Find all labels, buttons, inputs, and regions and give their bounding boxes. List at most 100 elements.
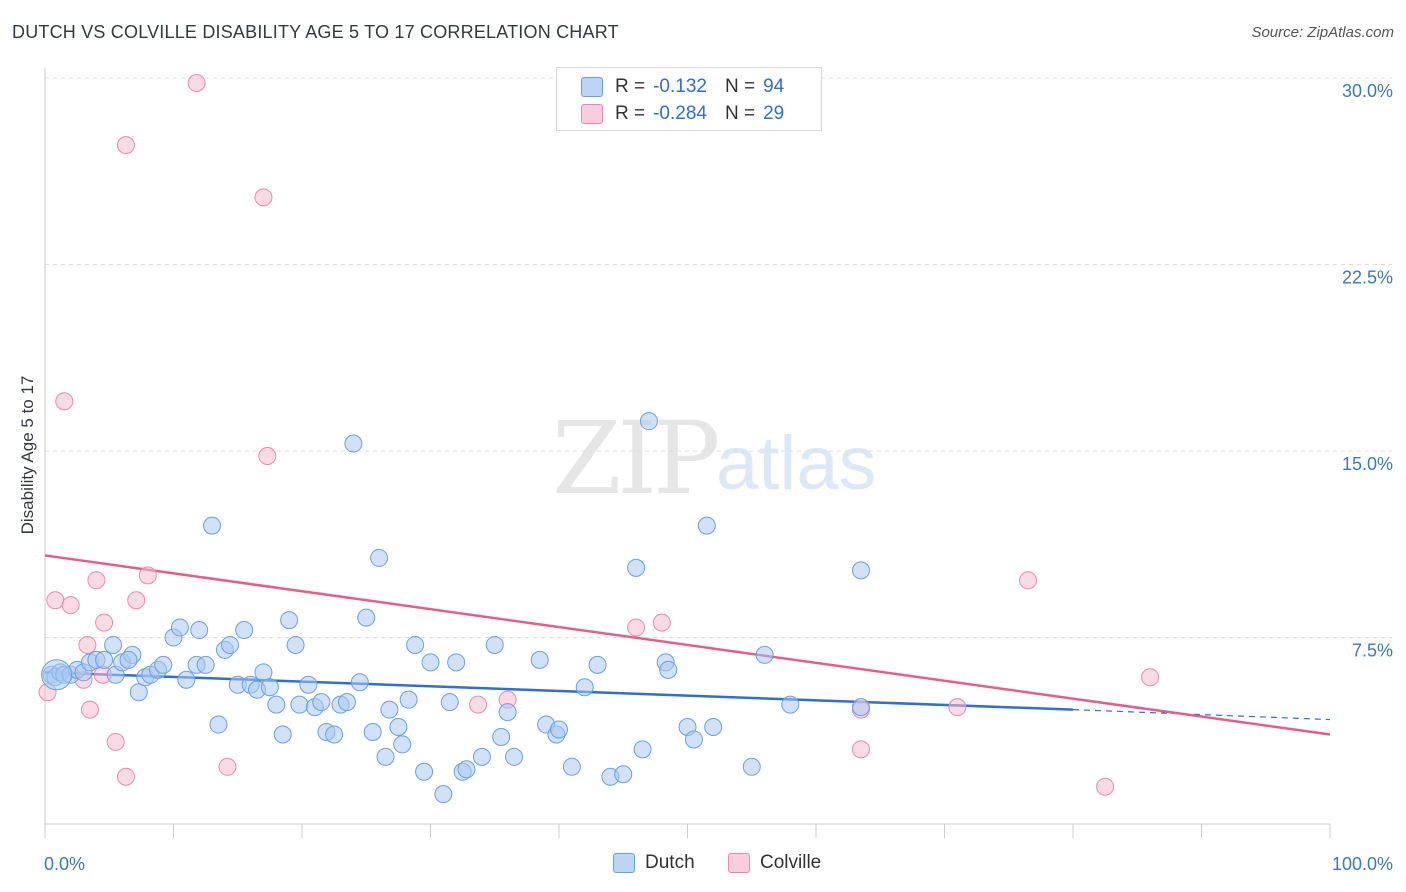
colville-point bbox=[851, 740, 870, 759]
dutch-point bbox=[177, 670, 196, 689]
dutch-point bbox=[550, 720, 568, 739]
dutch-point bbox=[260, 678, 279, 697]
dutch-point bbox=[363, 722, 382, 741]
dutch-point bbox=[755, 645, 774, 664]
dutch-point bbox=[129, 683, 148, 702]
dutch-point bbox=[575, 678, 594, 697]
y-tick-label: 7.5% bbox=[1352, 641, 1393, 661]
dutch-point bbox=[472, 747, 491, 766]
dutch-point bbox=[267, 695, 286, 714]
dutch-point bbox=[399, 690, 418, 709]
dutch-point bbox=[104, 635, 123, 654]
n-label: N = bbox=[724, 103, 756, 124]
y-tick-label: 15.0% bbox=[1342, 454, 1393, 474]
colville-point bbox=[116, 767, 135, 786]
dutch-point bbox=[190, 621, 209, 640]
colville-point bbox=[254, 188, 273, 207]
dutch-point bbox=[697, 516, 716, 535]
colville-point bbox=[116, 136, 135, 155]
dutch-point bbox=[633, 740, 652, 759]
colville-point bbox=[46, 591, 65, 610]
colville-point bbox=[218, 757, 237, 776]
dutch-point bbox=[286, 635, 305, 654]
dutch-point bbox=[290, 695, 309, 714]
dutch-point bbox=[492, 727, 511, 746]
colville-point bbox=[127, 591, 146, 610]
dutch-swatch bbox=[581, 77, 603, 97]
dutch-point bbox=[154, 655, 173, 674]
dutch-point bbox=[344, 434, 363, 453]
dutch-point bbox=[415, 762, 434, 781]
dutch-point bbox=[376, 747, 395, 766]
y-tick-label: 22.5% bbox=[1342, 268, 1393, 288]
correlation-legend: R = -0.132 N = 94 R = -0.284 N = 29 bbox=[556, 67, 822, 131]
dutch-point bbox=[434, 785, 453, 804]
dutch-point bbox=[389, 718, 408, 737]
dutch-point bbox=[235, 621, 254, 640]
x-tick-label: 0.0% bbox=[44, 854, 85, 874]
dutch-point bbox=[312, 693, 331, 712]
chart-title: DUTCH VS COLVILLE DISABILITY AGE 5 TO 17… bbox=[12, 22, 619, 42]
dutch-point bbox=[742, 757, 761, 776]
dutch-point bbox=[209, 715, 228, 734]
dutch-point bbox=[851, 698, 870, 717]
dutch-point bbox=[280, 611, 299, 630]
y-tick-label: 30.0% bbox=[1342, 81, 1393, 101]
dutch-point bbox=[530, 650, 549, 669]
dutch-point bbox=[221, 635, 240, 654]
dutch-point bbox=[588, 655, 607, 674]
dutch-point bbox=[41, 659, 73, 691]
dutch-point bbox=[170, 618, 189, 637]
x-tick-label: 100.0% bbox=[1332, 854, 1393, 874]
dutch-point bbox=[704, 718, 723, 737]
colville-point bbox=[1019, 571, 1038, 590]
legend-row-colville: R = -0.284 N = 29 bbox=[581, 101, 784, 127]
dutch-point bbox=[614, 765, 633, 784]
dutch-point bbox=[95, 650, 114, 669]
r-label: R = bbox=[615, 76, 646, 97]
bottom-legend-label: Dutch bbox=[645, 852, 695, 873]
colville-point bbox=[469, 695, 488, 714]
dutch-point bbox=[357, 608, 376, 627]
dutch-point bbox=[639, 412, 658, 431]
dutch-point bbox=[254, 663, 273, 682]
colville-point bbox=[652, 613, 671, 632]
colville-point bbox=[138, 566, 157, 585]
trend-lines bbox=[44, 554, 1331, 736]
colville-point bbox=[61, 596, 80, 615]
bottom-legend-label: Colville bbox=[760, 852, 822, 873]
dutch-point bbox=[393, 735, 412, 754]
colville-point bbox=[87, 571, 106, 590]
n-label: N = bbox=[724, 76, 756, 97]
dutch-point bbox=[421, 653, 440, 672]
colville-point bbox=[1141, 668, 1160, 687]
dutch-point bbox=[380, 700, 399, 719]
watermark-zip: ZIP bbox=[552, 400, 720, 517]
dutch-point bbox=[299, 675, 318, 694]
n-value: 94 bbox=[763, 76, 785, 97]
source-credit: Source: ZipAtlas.com bbox=[1251, 24, 1394, 41]
dutch-point bbox=[337, 693, 356, 712]
dutch-point bbox=[370, 548, 389, 567]
dutch-point bbox=[119, 650, 138, 669]
dutch-point bbox=[851, 561, 870, 580]
dutch-point bbox=[627, 558, 646, 577]
dutch-point bbox=[447, 653, 466, 672]
colville-swatch bbox=[728, 853, 750, 873]
x-tick-labels: 0.0% 100.0% bbox=[44, 854, 1393, 874]
colville-point bbox=[627, 618, 646, 637]
colville-trend-line bbox=[44, 554, 1331, 736]
dutch-point bbox=[781, 695, 800, 714]
dutch-point bbox=[203, 516, 222, 535]
dutch-trend-line bbox=[44, 671, 1074, 711]
y-tick-labels: 7.5% 15.0% 22.5% 30.0% bbox=[1342, 81, 1393, 661]
dutch-point bbox=[505, 747, 524, 766]
colville-point bbox=[55, 392, 74, 411]
n-value: 29 bbox=[763, 103, 785, 124]
r-value: -0.132 bbox=[653, 76, 707, 97]
r-value: -0.284 bbox=[653, 103, 707, 124]
dutch-point bbox=[457, 760, 476, 779]
dutch-point bbox=[196, 655, 215, 674]
dutch-point bbox=[684, 730, 703, 749]
